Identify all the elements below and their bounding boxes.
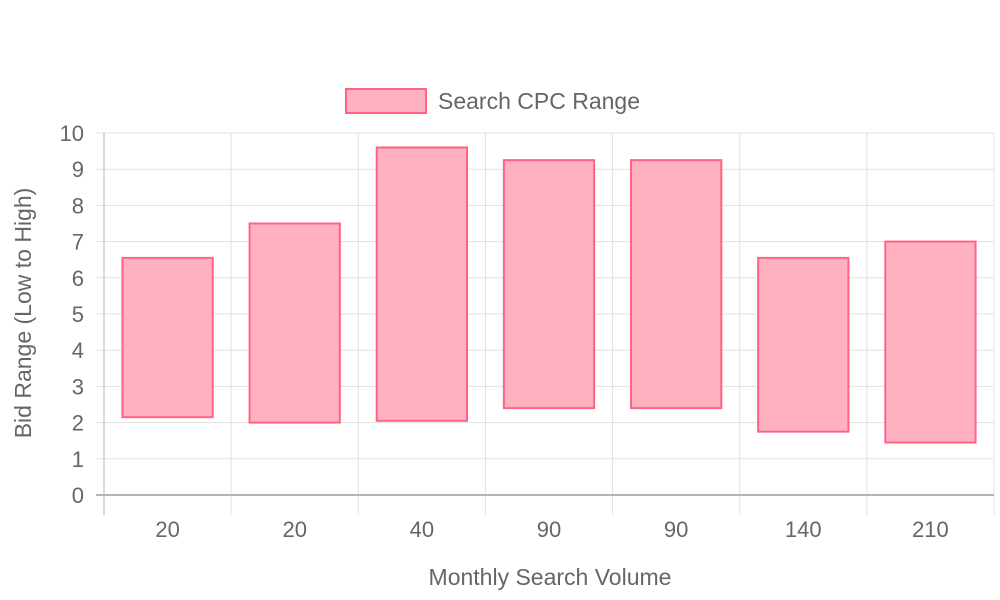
legend-label[interactable]: Search CPC Range: [438, 88, 640, 114]
y-tick-label: 7: [72, 230, 84, 255]
y-tick-label: 4: [72, 338, 84, 363]
x-tick-label: 90: [664, 517, 688, 542]
x-tick-label: 40: [410, 517, 434, 542]
bar[interactable]: [884, 240, 977, 444]
y-tick-label: 6: [72, 266, 84, 291]
y-tick-label: 5: [72, 302, 84, 327]
y-tick-label: 10: [60, 121, 84, 146]
legend[interactable]: Search CPC Range: [345, 88, 640, 114]
bars: [121, 146, 977, 444]
y-tick-label: 1: [72, 447, 84, 472]
y-tick-label: 3: [72, 374, 84, 399]
bar[interactable]: [502, 159, 596, 410]
x-tick-label: 210: [912, 517, 949, 542]
x-tick-label: 20: [155, 517, 179, 542]
x-tick-label: 20: [282, 517, 306, 542]
x-tick-label: 90: [537, 517, 561, 542]
bar[interactable]: [630, 159, 723, 410]
bar[interactable]: [121, 256, 214, 419]
legend-swatch[interactable]: [345, 88, 427, 114]
x-axis-title: Monthly Search Volume: [429, 564, 672, 590]
bar[interactable]: [375, 146, 468, 422]
tick-labels: 0 1 2 3 4 5 6 7 8 9 10 20 20 40 90 90 140 210: [60, 121, 949, 542]
bar[interactable]: [757, 256, 850, 433]
y-tick-label: 2: [72, 411, 84, 436]
x-tick-label: 140: [785, 517, 822, 542]
y-axis-title: Bid Range (Low to High): [10, 188, 36, 439]
y-tick-label: 8: [72, 193, 84, 218]
y-tick-label: 0: [72, 483, 84, 508]
y-tick-label: 9: [72, 157, 84, 182]
bar[interactable]: [248, 222, 341, 424]
